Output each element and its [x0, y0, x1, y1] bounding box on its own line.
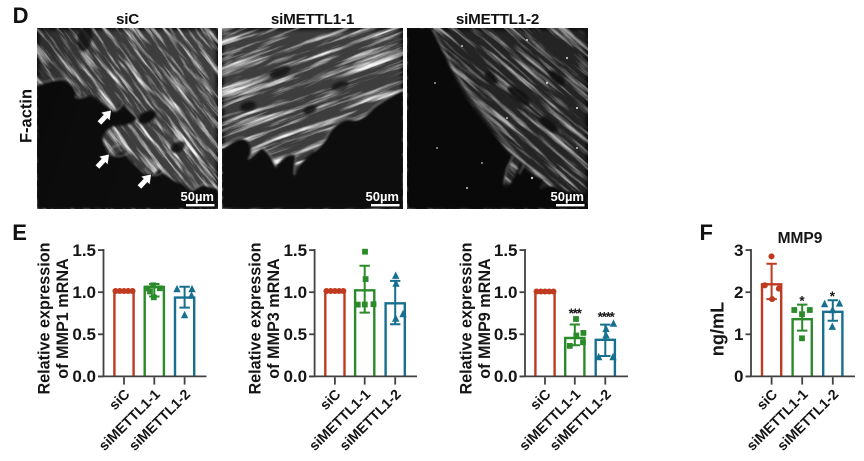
svg-text:siMETTL1-1: siMETTL1-1 — [517, 387, 585, 455]
svg-text:siMETTL1-1: siMETTL1-1 — [744, 387, 812, 455]
svg-text:1.0: 1.0 — [283, 283, 307, 302]
svg-text:*: * — [830, 289, 836, 304]
svg-text:0.0: 0.0 — [494, 367, 518, 386]
svg-text:siMETTL1-2: siMETTL1-2 — [547, 387, 615, 455]
svg-text:0.5: 0.5 — [494, 325, 518, 344]
svg-text:1.5: 1.5 — [283, 241, 307, 260]
svg-text:F-actin: F-actin — [18, 89, 36, 143]
svg-text:50µm: 50µm — [180, 189, 214, 204]
svg-text:50µm: 50µm — [365, 189, 399, 204]
svg-text:1.5: 1.5 — [494, 241, 518, 260]
svg-text:ng/mL: ng/mL — [708, 302, 728, 357]
svg-text:1.0: 1.0 — [494, 283, 518, 302]
svg-text:Relative expression: Relative expression — [247, 242, 265, 394]
svg-text:siC: siC — [754, 387, 781, 414]
svg-text:MMP9: MMP9 — [778, 230, 823, 247]
svg-text:1: 1 — [734, 325, 743, 344]
svg-text:50µm: 50µm — [550, 189, 584, 204]
svg-text:of MMP3 mRNA: of MMP3 mRNA — [265, 258, 283, 379]
svg-text:Relative expression: Relative expression — [458, 242, 476, 394]
svg-text:0.0: 0.0 — [72, 367, 96, 386]
svg-text:siMETTL1-2: siMETTL1-2 — [337, 387, 405, 455]
svg-text:1.5: 1.5 — [72, 241, 96, 260]
svg-text:1.0: 1.0 — [72, 283, 96, 302]
svg-text:siMETTL1-1: siMETTL1-1 — [306, 387, 374, 455]
svg-text:0.5: 0.5 — [72, 325, 96, 344]
svg-text:of MMP1 mRNA: of MMP1 mRNA — [54, 258, 72, 379]
svg-text:3: 3 — [734, 241, 743, 260]
svg-text:siMETTL1-2: siMETTL1-2 — [775, 387, 843, 455]
svg-text:2: 2 — [734, 283, 743, 302]
svg-text:siMETTL1-2: siMETTL1-2 — [126, 387, 194, 455]
svg-text:siC: siC — [317, 387, 344, 414]
svg-text:siC: siC — [527, 387, 554, 414]
svg-text:siC: siC — [106, 387, 133, 414]
svg-text:****: **** — [598, 310, 616, 325]
svg-text:0.0: 0.0 — [283, 367, 307, 386]
svg-text:of MMP9 mRNA: of MMP9 mRNA — [476, 258, 494, 379]
svg-text:*: * — [799, 294, 805, 309]
svg-text:siMETTL1-1: siMETTL1-1 — [96, 387, 164, 455]
svg-text:0.5: 0.5 — [283, 325, 307, 344]
svg-text:0: 0 — [734, 367, 743, 386]
svg-text:Relative expression: Relative expression — [36, 242, 54, 394]
svg-text:***: *** — [569, 306, 583, 321]
